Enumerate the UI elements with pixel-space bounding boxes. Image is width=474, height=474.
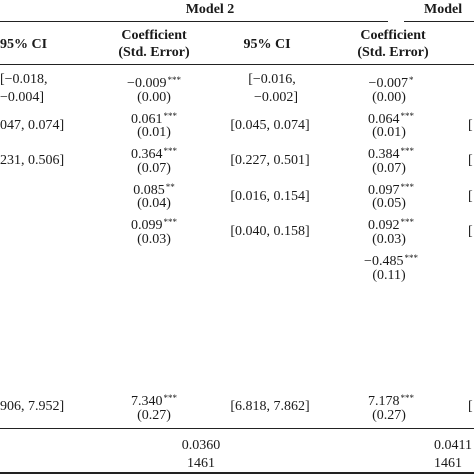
coef-header-line1: Coefficient [121, 28, 187, 43]
model2-ci: −0.002] [253, 90, 299, 105]
model2-se: (0.01) [137, 125, 171, 140]
model2-coef: 0.085** [133, 182, 175, 198]
model3-coef: 0.092*** [368, 217, 414, 233]
model3-coef: −0.485*** [364, 253, 418, 269]
ci-left-cell: 906, 7.952] [0, 399, 65, 414]
model2-coef: 0.061*** [131, 111, 177, 127]
model2-r2: 0.0360 [181, 438, 221, 453]
edge-bracket: [ [468, 189, 473, 204]
model3-se: (0.03) [372, 232, 406, 247]
model3-se: (0.00) [372, 90, 406, 105]
model2-se: (0.07) [137, 161, 171, 176]
model2-ci: [−0.016, [248, 72, 296, 87]
model3-coef: 0.064*** [368, 111, 414, 127]
model2-ci: [0.045, 0.074] [230, 118, 310, 133]
model2-se: (0.04) [137, 196, 171, 211]
ci-left-cell: −0.004] [0, 90, 45, 105]
footer-rule [0, 428, 474, 429]
model2-ci: [0.040, 0.158] [230, 224, 310, 239]
model2-header: Model 2 [185, 2, 235, 17]
model3-span-rule [404, 21, 474, 22]
model3-se: (0.07) [372, 161, 406, 176]
edge-bracket: [ [468, 118, 473, 133]
model3-se: (0.11) [372, 268, 406, 283]
model2-se: (0.03) [137, 232, 171, 247]
model2-coef: 0.099*** [131, 217, 177, 233]
model3-n: 1461 [434, 456, 462, 471]
ci-header-left: 95% CI [0, 37, 48, 52]
model2-ci: [6.818, 7.862] [230, 399, 310, 414]
ci-left-cell: 231, 0.506] [0, 153, 65, 168]
model2-n: 1461 [187, 456, 215, 471]
model3-r2: 0.0411 [434, 438, 472, 453]
ci-header-mid: 95% CI [243, 37, 291, 52]
model2-coef: 0.364*** [131, 146, 177, 162]
model3-se: (0.05) [372, 196, 406, 211]
model2-span-rule [0, 21, 388, 22]
ci-left-cell: 047, 0.074] [0, 118, 65, 133]
header-rule [0, 64, 474, 65]
model2-ci: [0.016, 0.154] [230, 189, 310, 204]
coef-header-line2: (Std. Error) [118, 45, 190, 60]
model2-se: (0.00) [137, 90, 171, 105]
model3-header-partial: Model [424, 2, 463, 17]
model2-coef: 7.340*** [131, 393, 177, 409]
coef2-header-line2: (Std. Error) [357, 45, 429, 60]
model3-coef: 0.097*** [368, 182, 414, 198]
edge-bracket: [ [468, 224, 473, 239]
model3-se: (0.27) [372, 408, 406, 423]
bottom-rule [0, 472, 474, 474]
model3-coef: 0.384*** [368, 146, 414, 162]
edge-bracket: [ [468, 399, 473, 414]
coef2-header-line1: Coefficient [360, 28, 426, 43]
model3-coef: 7.178*** [368, 393, 414, 409]
model2-coef: −0.009*** [127, 75, 181, 91]
model2-se: (0.27) [137, 408, 171, 423]
ci-left-cell: [−0.018, [0, 72, 48, 87]
model2-ci: [0.227, 0.501] [230, 153, 310, 168]
model3-coef: −0.007* [368, 75, 414, 91]
edge-bracket: [ [468, 153, 473, 168]
model3-se: (0.01) [372, 125, 406, 140]
